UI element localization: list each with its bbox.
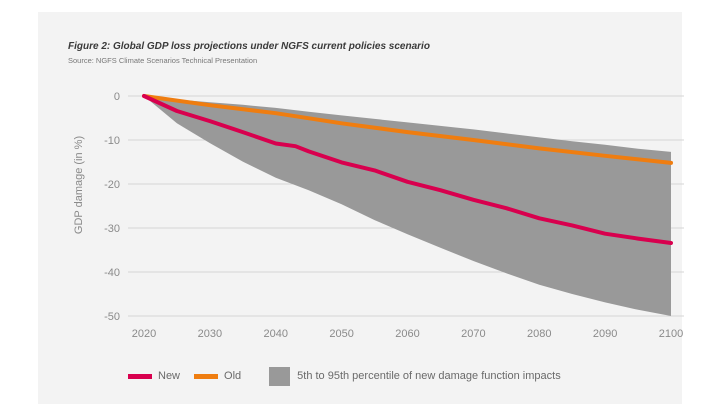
- y-axis-label: GDP damage (in %): [73, 136, 85, 234]
- legend-label-new: New: [158, 370, 181, 382]
- y-tick-label: -30: [104, 223, 120, 235]
- legend-label-old: Old: [224, 370, 242, 382]
- y-tick-label: 0: [114, 91, 120, 103]
- legend-swatch-new: [128, 373, 152, 379]
- legend-swatch-band: [269, 366, 291, 386]
- legend-label-band: 5th to 95th percentile of new damage fun…: [297, 370, 561, 382]
- series-line-old: [142, 94, 673, 165]
- y-tick-label: -50: [104, 311, 120, 323]
- x-tick-label: 2080: [527, 328, 551, 340]
- x-tick-label: 2060: [395, 328, 419, 340]
- y-tick-label: -20: [104, 179, 120, 191]
- legend-item-new: New: [128, 370, 180, 382]
- x-tick-label: 2050: [329, 328, 353, 340]
- x-tick-label: 2040: [264, 328, 288, 340]
- series-line-new: [142, 94, 673, 245]
- x-tick-label: 2100: [659, 328, 683, 340]
- series-lines: [142, 94, 673, 245]
- y-tick-label: -10: [104, 135, 120, 147]
- x-tick-label: 2030: [198, 328, 222, 340]
- legend-item-old: Old: [194, 370, 241, 382]
- percentile-band: [144, 96, 671, 316]
- y-tick-label: -40: [104, 267, 120, 279]
- legend-item-band: 5th to 95th percentile of new damage fun…: [255, 366, 561, 386]
- figure-title: Figure 2: Global GDP loss projections un…: [68, 41, 430, 52]
- legend: New Old 5th to 95th percentile of new da…: [128, 366, 575, 386]
- percentile-band-area: [144, 96, 671, 316]
- figure-source: Source: NGFS Climate Scenarios Technical…: [68, 56, 258, 65]
- x-tick-label: 2090: [593, 328, 617, 340]
- tick-labels: 0 -10 -20 -30 -40 -50 2020 2030 2040 2050 2060 2070…: [104, 91, 683, 340]
- legend-swatch-old: [194, 373, 219, 379]
- x-tick-label: 2020: [132, 328, 156, 340]
- x-tick-label: 2070: [461, 328, 485, 340]
